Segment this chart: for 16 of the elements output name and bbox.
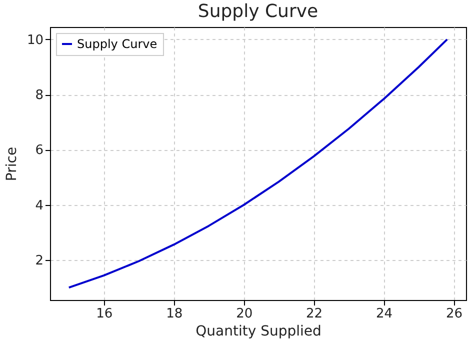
- x-tick-label: 20: [236, 306, 253, 322]
- y-tick-label: 6: [35, 143, 44, 158]
- x-tick-label: 24: [376, 306, 393, 322]
- y-tick-label: 4: [35, 198, 44, 214]
- y-tick-label: 2: [35, 254, 44, 269]
- chart-title: Supply Curve: [198, 1, 318, 22]
- x-tick-label: 26: [446, 306, 463, 322]
- x-tick-label: 18: [166, 306, 183, 322]
- y-tick-label: 10: [26, 32, 44, 48]
- y-axis-title: Price: [4, 146, 20, 182]
- y-tick-label: 8: [35, 88, 44, 104]
- x-tick-label: 16: [96, 306, 113, 322]
- legend-label: Supply Curve: [77, 37, 158, 51]
- line-series: [68, 38, 448, 289]
- x-tick-label: 22: [306, 306, 323, 322]
- x-axis-title: Quantity Supplied: [196, 324, 322, 340]
